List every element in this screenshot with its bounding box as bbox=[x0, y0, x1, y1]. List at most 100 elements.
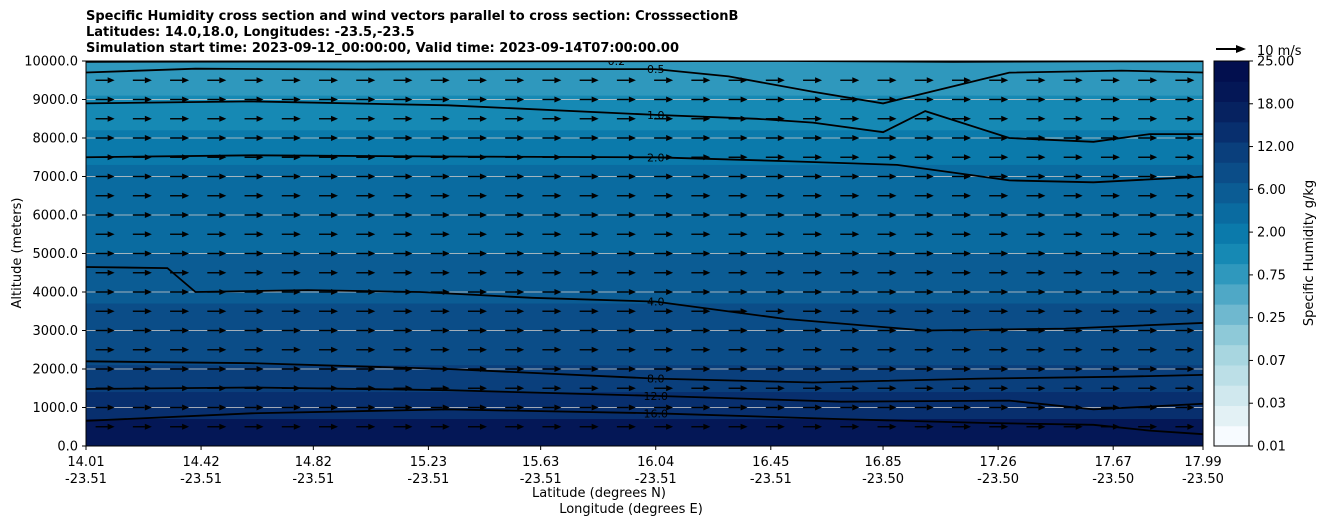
wind-vector-icon bbox=[405, 250, 413, 257]
wind-vector-icon bbox=[479, 327, 487, 334]
wind-vector-icon bbox=[405, 385, 413, 392]
wind-vector-icon bbox=[368, 77, 376, 84]
wind-vector-icon bbox=[182, 269, 190, 276]
wind-vector-icon bbox=[1038, 423, 1046, 430]
x-tick-label-lat: 15.23 bbox=[410, 455, 447, 470]
wind-vector-icon bbox=[889, 423, 897, 430]
wind-vector-icon bbox=[554, 115, 562, 122]
wind-vector-icon bbox=[666, 212, 674, 218]
wind-vector-icon bbox=[442, 115, 450, 122]
wind-vector-icon bbox=[1001, 269, 1009, 276]
wind-vector-icon bbox=[889, 250, 897, 257]
wind-vector-icon bbox=[554, 77, 562, 84]
wind-vector-icon bbox=[182, 385, 190, 392]
wind-vector-icon bbox=[926, 327, 934, 334]
wind-vector-icon bbox=[479, 385, 487, 392]
wind-vector-icon bbox=[368, 269, 376, 276]
wind-vector-icon bbox=[107, 250, 115, 257]
wind-vector-icon bbox=[963, 385, 971, 392]
wind-vector-icon bbox=[889, 212, 897, 218]
wind-vector-icon bbox=[815, 96, 823, 103]
wind-vector-icon bbox=[591, 231, 599, 238]
wind-vector-icon bbox=[517, 404, 525, 411]
wind-vector-icon bbox=[1075, 308, 1083, 315]
wind-vector-icon bbox=[852, 308, 860, 315]
wind-vector-icon bbox=[1001, 423, 1009, 430]
wind-vector-icon bbox=[144, 212, 152, 218]
x-tick-label-lat: 16.04 bbox=[637, 455, 674, 470]
wind-vector-icon bbox=[666, 250, 674, 257]
wind-vector-icon bbox=[740, 212, 748, 218]
wind-vector-icon bbox=[926, 269, 934, 276]
x-axis-title-lat: Latitude (degrees N) bbox=[532, 486, 666, 501]
x-tick-label-lon: -23.51 bbox=[750, 472, 792, 487]
wind-vector-icon bbox=[517, 385, 525, 392]
colorbar-tick-label: 0.25 bbox=[1257, 311, 1286, 326]
wind-vector-icon bbox=[182, 96, 190, 103]
wind-vector-icon bbox=[182, 173, 190, 180]
wind-vector-icon bbox=[963, 327, 971, 334]
wind-vector-icon bbox=[926, 366, 934, 372]
wind-vector-icon bbox=[256, 192, 264, 199]
wind-vector-icon bbox=[554, 269, 562, 276]
wind-vector-icon bbox=[852, 423, 860, 430]
wind-vector-icon bbox=[144, 269, 152, 276]
wind-vector-icon bbox=[591, 192, 599, 199]
wind-vector-icon bbox=[852, 289, 860, 295]
wind-vector-icon bbox=[1112, 385, 1120, 392]
contour-line bbox=[86, 408, 1203, 436]
wind-vector-icon bbox=[293, 385, 301, 392]
wind-vector-icon bbox=[591, 308, 599, 315]
wind-vector-icon bbox=[182, 308, 190, 315]
wind-vector-icon bbox=[219, 404, 227, 411]
wind-vector-icon bbox=[256, 385, 264, 392]
wind-vector-icon bbox=[1112, 231, 1120, 238]
wind-vector-icon bbox=[1187, 115, 1195, 122]
wind-vector-icon bbox=[293, 308, 301, 315]
wind-vector-icon bbox=[479, 212, 487, 218]
wind-vector-icon bbox=[926, 115, 934, 122]
wind-vector-icon bbox=[256, 115, 264, 122]
wind-vector-icon bbox=[628, 173, 636, 180]
wind-vector-icon bbox=[331, 77, 339, 84]
wind-vector-icon bbox=[517, 173, 525, 180]
x-tick-label-lat: 16.85 bbox=[864, 455, 901, 470]
colorbar-swatch bbox=[1214, 202, 1249, 224]
wind-vector-icon bbox=[815, 154, 823, 161]
wind-vector-icon bbox=[479, 231, 487, 238]
wind-vector-icon bbox=[963, 366, 971, 372]
wind-vector-icon bbox=[554, 346, 562, 353]
wind-vector-icon bbox=[554, 96, 562, 103]
wind-vector-icon bbox=[219, 77, 227, 84]
wind-vector-icon bbox=[368, 115, 376, 122]
wind-vector-icon bbox=[591, 366, 599, 372]
wind-vector-icon bbox=[442, 346, 450, 353]
wind-vector-icon bbox=[144, 385, 152, 392]
wind-vector-icon bbox=[815, 327, 823, 334]
wind-vector-icon bbox=[368, 366, 376, 372]
wind-vector-icon bbox=[889, 346, 897, 353]
wind-vector-icon bbox=[591, 269, 599, 276]
wind-vector-icon bbox=[1038, 154, 1046, 161]
wind-vector-icon bbox=[554, 250, 562, 257]
contour-label: 0.2 bbox=[608, 55, 626, 68]
wind-vector-icon bbox=[144, 77, 152, 84]
wind-vector-icon bbox=[219, 366, 227, 372]
contour-line bbox=[86, 266, 1203, 332]
wind-vector-icon bbox=[182, 192, 190, 199]
contour-label: 1.0 bbox=[647, 109, 665, 122]
wind-vector-icon bbox=[554, 173, 562, 180]
wind-vector-icon bbox=[591, 173, 599, 180]
x-tick-label-lat: 16.45 bbox=[752, 455, 789, 470]
wind-vector-icon bbox=[144, 154, 152, 161]
wind-vector-icon bbox=[331, 135, 339, 141]
colorbar-tick-label: 0.03 bbox=[1257, 397, 1286, 412]
wind-vector-icon bbox=[107, 192, 115, 199]
wind-vector-icon bbox=[1150, 269, 1158, 276]
wind-vector-icon bbox=[628, 346, 636, 353]
y-tick-label: 6000.0 bbox=[33, 209, 79, 224]
wind-vector-icon bbox=[591, 115, 599, 122]
wind-vector-icon bbox=[591, 77, 599, 84]
wind-vector-icon bbox=[852, 192, 860, 199]
y-tick-label: 7000.0 bbox=[33, 170, 79, 185]
